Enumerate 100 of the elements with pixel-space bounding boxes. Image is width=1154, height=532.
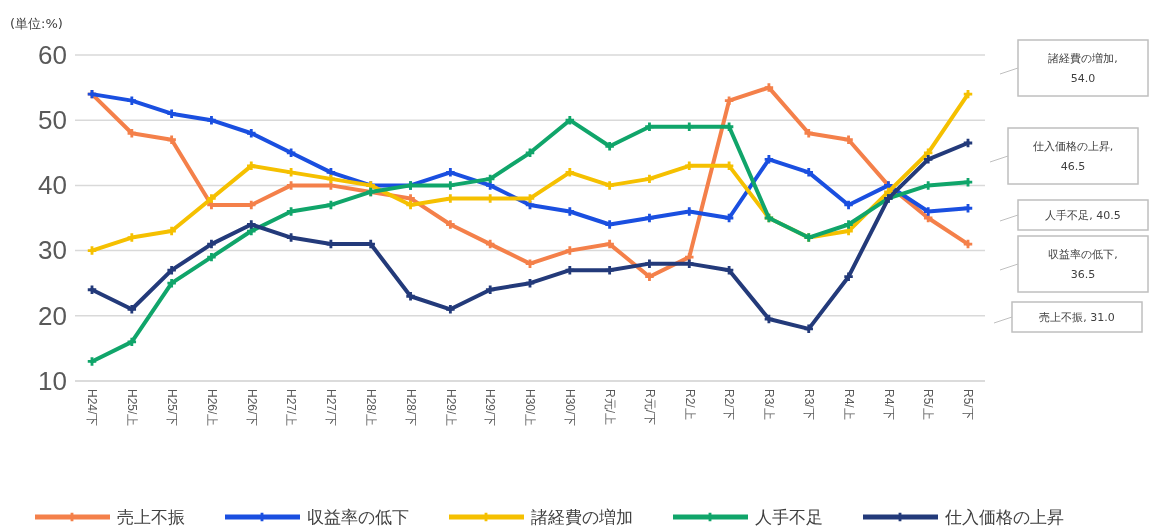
- x-tick-label: H29/上: [443, 389, 458, 427]
- point: [605, 142, 614, 151]
- point: [645, 174, 654, 184]
- point: [446, 220, 455, 229]
- x-tick-label: H30/下: [563, 389, 578, 427]
- point: [565, 115, 575, 125]
- point: [724, 96, 734, 105]
- point: [645, 213, 654, 223]
- x-tick-label: R4/上: [841, 389, 856, 420]
- point: [605, 265, 614, 275]
- point: [406, 200, 415, 210]
- point: [844, 272, 853, 281]
- point: [406, 292, 415, 301]
- point: [286, 148, 296, 158]
- point: [326, 174, 336, 184]
- point: [685, 122, 694, 131]
- legend-label: 仕入価格の上昇: [944, 507, 1064, 527]
- point: [645, 122, 654, 131]
- x-tick-label: H24/下: [85, 389, 100, 427]
- text: 諸経費の増加, 54.0: [1048, 52, 1118, 85]
- x-tick-label: R3/下: [802, 389, 817, 420]
- point: [605, 220, 614, 229]
- x-tick-label: H26/上: [204, 389, 219, 427]
- text: 仕入価格の上昇, 46.5: [1032, 140, 1114, 173]
- point: [167, 226, 176, 236]
- x-tick-label: H28/下: [403, 389, 418, 427]
- y-tick-label: 20: [38, 300, 67, 331]
- text: 人手不足, 40.5: [1045, 209, 1121, 222]
- legend-label: 収益率の低下: [307, 507, 409, 527]
- point: [844, 200, 853, 210]
- x-tick-label: H25/上: [125, 389, 140, 427]
- point: [525, 259, 535, 268]
- text: 収益率の低下, 36.5: [1048, 248, 1118, 281]
- point: [565, 168, 575, 177]
- x-tick-label: H29/下: [483, 389, 498, 427]
- point: [764, 155, 774, 164]
- point: [286, 233, 296, 242]
- point: [923, 155, 933, 164]
- point: [446, 168, 455, 177]
- point: [247, 129, 256, 138]
- point: [127, 96, 137, 105]
- point: [286, 168, 296, 177]
- point: [645, 272, 654, 281]
- point: [446, 305, 455, 314]
- x-tick-label: R元/下: [642, 389, 657, 425]
- x-tick-label: R3/上: [762, 389, 777, 420]
- point: [87, 357, 97, 366]
- point: [207, 252, 216, 262]
- text: 売上不振, 31.0: [1039, 311, 1115, 324]
- x-tick-label: H26/下: [244, 389, 259, 427]
- point: [167, 109, 176, 118]
- point: [804, 324, 813, 334]
- point: [804, 168, 813, 177]
- x-tick-label: H28/上: [364, 389, 379, 427]
- point: [485, 174, 495, 184]
- x-tick-label: R5/上: [921, 389, 936, 420]
- x-tick-label: R元/上: [602, 389, 617, 425]
- x-tick-label: H27/下: [324, 389, 339, 427]
- point: [724, 161, 734, 171]
- x-tick-label: R4/下: [881, 389, 896, 420]
- point: [87, 285, 97, 294]
- point: [724, 265, 734, 275]
- x-tick-label: R5/下: [961, 389, 976, 420]
- x-tick-label: R2/下: [722, 389, 737, 420]
- point: [127, 337, 137, 347]
- y-tick-label: 40: [38, 170, 67, 201]
- point: [207, 115, 216, 125]
- point: [167, 135, 176, 144]
- point: [247, 220, 256, 229]
- x-tick-label: H30/上: [523, 389, 538, 427]
- x-tick-label: R2/上: [682, 389, 697, 420]
- y-tick-label: 60: [38, 39, 67, 70]
- point: [207, 239, 216, 249]
- point: [844, 220, 853, 229]
- y-axis-title: (単位:%): [10, 16, 63, 31]
- legend-label: 人手不足: [755, 507, 823, 527]
- point: [167, 278, 176, 288]
- legend-label: 売上不振: [117, 507, 185, 527]
- y-tick-label: 30: [38, 235, 67, 266]
- point: [685, 161, 694, 171]
- point: [485, 285, 495, 294]
- point: [167, 265, 176, 275]
- point: [286, 207, 296, 216]
- point: [247, 161, 256, 171]
- point: [87, 246, 97, 255]
- point: [724, 122, 734, 131]
- point: [127, 305, 137, 314]
- point: [685, 207, 694, 216]
- point: [127, 233, 137, 242]
- point: [207, 194, 216, 203]
- point: [127, 129, 137, 138]
- x-tick-label: H25/下: [164, 389, 179, 427]
- point: [565, 265, 575, 275]
- point: [565, 246, 575, 255]
- y-tick-label: 50: [38, 105, 67, 136]
- x-tick-label: H27/上: [284, 389, 299, 427]
- point: [605, 239, 614, 249]
- point: [804, 129, 813, 138]
- point: [764, 83, 774, 92]
- legend-label: 諸経費の増加: [531, 507, 633, 527]
